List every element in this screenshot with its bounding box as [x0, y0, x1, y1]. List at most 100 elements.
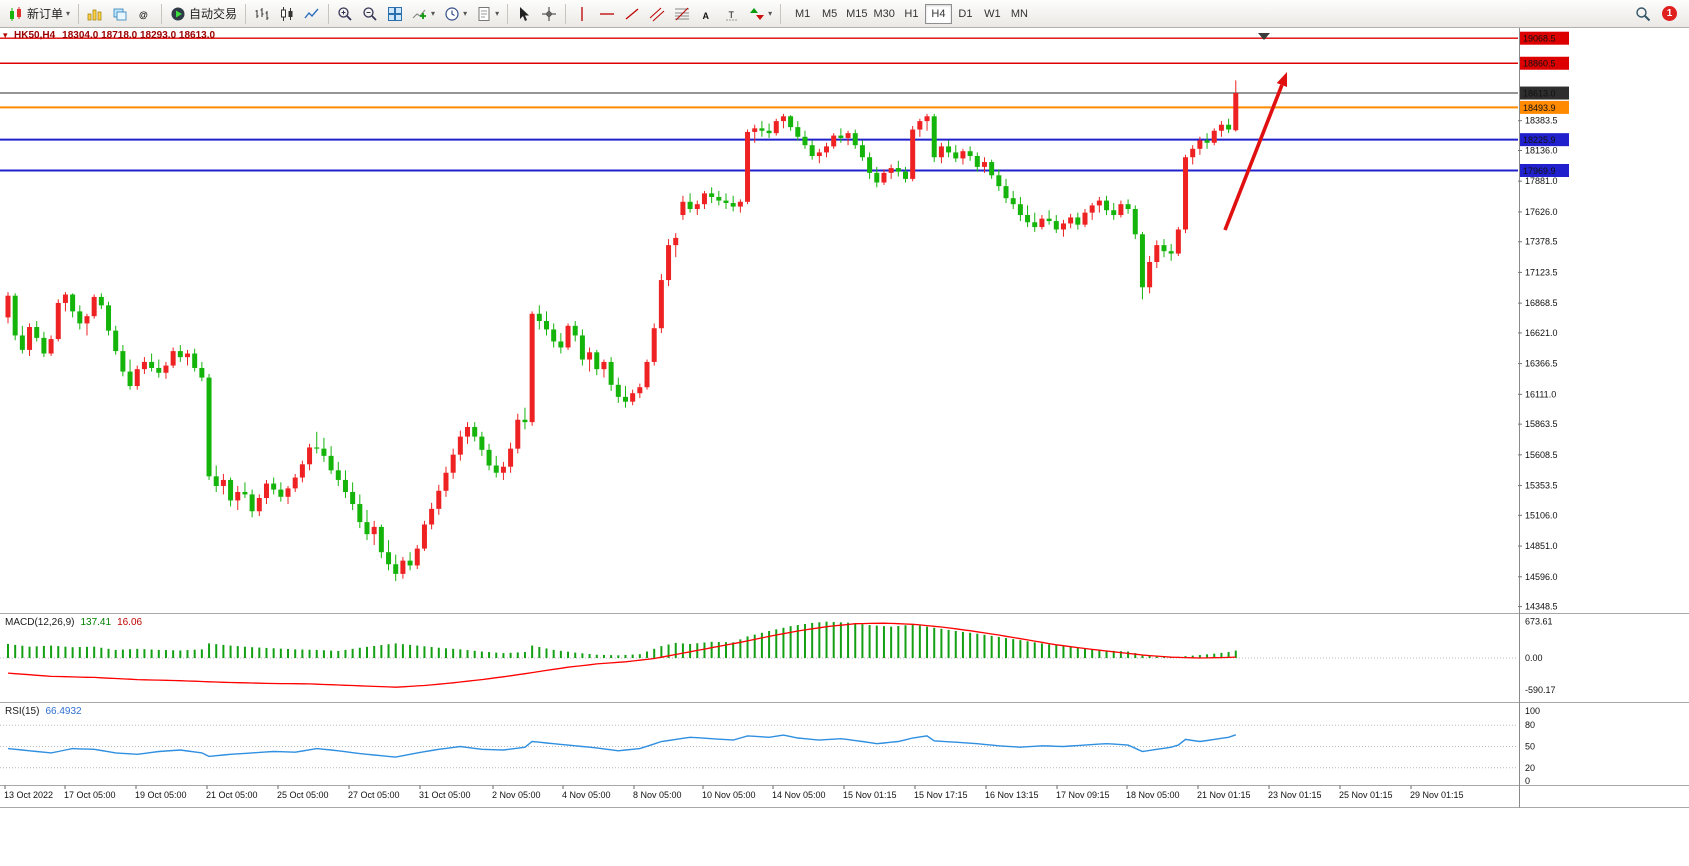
candle-body — [163, 365, 169, 373]
tile-windows-button[interactable] — [383, 3, 407, 25]
candle — [149, 353, 155, 372]
timeframe-button-m30[interactable]: M30 — [873, 7, 895, 20]
crosshair-button[interactable] — [537, 3, 561, 25]
candle — [515, 413, 521, 454]
candle — [106, 301, 112, 336]
trend-arrow[interactable] — [1223, 72, 1288, 231]
vertical-line-button[interactable] — [570, 3, 594, 25]
candle — [522, 407, 528, 430]
time-axis-label: 15 Nov 17:15 — [914, 790, 968, 800]
candle — [278, 482, 284, 502]
profiles-button[interactable] — [108, 3, 132, 25]
candle-body — [19, 335, 25, 350]
chart-shift-marker[interactable] — [1258, 33, 1270, 40]
candle-body — [881, 172, 887, 183]
timeframe-button-m15[interactable]: M15 — [846, 7, 868, 20]
candle-body — [141, 361, 147, 370]
text-button[interactable]: A — [695, 3, 719, 25]
candle — [536, 305, 542, 330]
candle-body — [472, 426, 478, 437]
candle — [1183, 154, 1189, 234]
zoom-out-button[interactable] — [358, 3, 382, 25]
candle-body — [953, 152, 959, 159]
timeframe-button-m1[interactable]: M1 — [794, 7, 811, 20]
candle — [235, 485, 241, 511]
candle-body — [694, 204, 700, 210]
candle — [163, 361, 169, 379]
candle-body — [1197, 140, 1203, 149]
timeframe-button-m5[interactable]: M5 — [821, 7, 838, 20]
candle — [256, 494, 262, 517]
candle-body — [465, 426, 471, 437]
candle — [77, 305, 83, 330]
horizontal-line-button[interactable] — [595, 3, 619, 25]
price-level-label-box — [1520, 31, 1569, 45]
indicators-button[interactable]: ▾ — [408, 3, 439, 25]
candle-body — [199, 367, 205, 378]
svg-text:T: T — [729, 10, 735, 20]
autotrading-label: 自动交易 — [189, 7, 238, 21]
timeframe-button-h1[interactable]: H1 — [904, 7, 919, 20]
candle — [350, 482, 356, 511]
candle-body — [867, 157, 873, 173]
candle — [84, 313, 90, 336]
candle — [587, 347, 593, 372]
candle — [903, 166, 908, 183]
periods-button[interactable]: ▾ — [440, 3, 471, 25]
candle-body — [895, 168, 901, 172]
arrows-button[interactable]: ▾ — [745, 3, 776, 25]
candlestick-button[interactable] — [275, 3, 299, 25]
search-button[interactable] — [1631, 3, 1655, 25]
candle — [673, 233, 679, 258]
candle-body — [515, 419, 521, 449]
bar-chart-button[interactable] — [250, 3, 274, 25]
candlestick-icon — [281, 6, 293, 21]
candle-body — [637, 387, 643, 394]
candlesticks — [5, 80, 1239, 582]
candle — [421, 520, 427, 551]
timeframe-button-h4[interactable]: H4 — [924, 3, 952, 24]
new-order-button[interactable]: 新订单 ▾ — [4, 3, 74, 25]
zoom-in-icon — [338, 6, 352, 21]
zoom-in-button[interactable] — [333, 3, 357, 25]
candle-body — [946, 146, 952, 153]
candle-body — [766, 130, 772, 134]
new-chart-button[interactable] — [83, 3, 107, 25]
candle-body — [587, 352, 593, 360]
trendline-button[interactable] — [620, 3, 644, 25]
candle-body — [314, 447, 320, 449]
candle — [644, 359, 650, 390]
line-chart-button[interactable] — [300, 3, 324, 25]
candle-body — [328, 455, 334, 471]
channel-button[interactable] — [645, 3, 669, 25]
one-click-trading-toggle[interactable]: ▾ — [3, 30, 8, 40]
time-axis[interactable]: 13 Oct 2022 17 Oct 05:00 19 Oct 05:00 21 Oc… — [4, 785, 1464, 801]
cursor-button[interactable] — [512, 3, 536, 25]
price-level-label-box — [1520, 56, 1569, 70]
timeframe-button-mn[interactable]: MN — [1010, 7, 1028, 20]
templates-button[interactable]: ▾ — [472, 3, 503, 25]
notification-badge[interactable]: 1 — [1662, 6, 1677, 21]
price-tick-label: 16111.0 — [1525, 389, 1556, 399]
candle-body — [536, 313, 542, 321]
new-order-label: 新订单 — [27, 7, 64, 21]
macd-scale-label: -590.17 — [1525, 685, 1556, 695]
candle-body — [974, 156, 980, 167]
autotrading-button[interactable]: 自动交易 — [166, 3, 241, 25]
label-button[interactable]: T — [720, 3, 744, 25]
chart-canvas[interactable]: 18383.5 18136.0 17881.0 17626.0 17378.5 17123… — [0, 28, 1689, 866]
candle — [34, 321, 40, 342]
fibonacci-button[interactable] — [670, 3, 694, 25]
price-level-label: 18493.9 — [1523, 103, 1556, 113]
candle-body — [773, 121, 779, 134]
candle — [924, 113, 930, 131]
candle-body — [1075, 217, 1081, 225]
candle — [752, 124, 758, 143]
price-axis[interactable]: 18383.5 18136.0 17881.0 17626.0 17378.5 17123… — [1518, 31, 1569, 786]
candle — [1211, 128, 1217, 146]
timeframe-button-d1[interactable]: D1 — [958, 7, 973, 20]
timeframe-button-w1[interactable]: W1 — [984, 7, 1001, 20]
toolbar-separator — [78, 3, 80, 24]
at-button[interactable]: @ — [133, 3, 157, 25]
candle — [788, 115, 794, 131]
